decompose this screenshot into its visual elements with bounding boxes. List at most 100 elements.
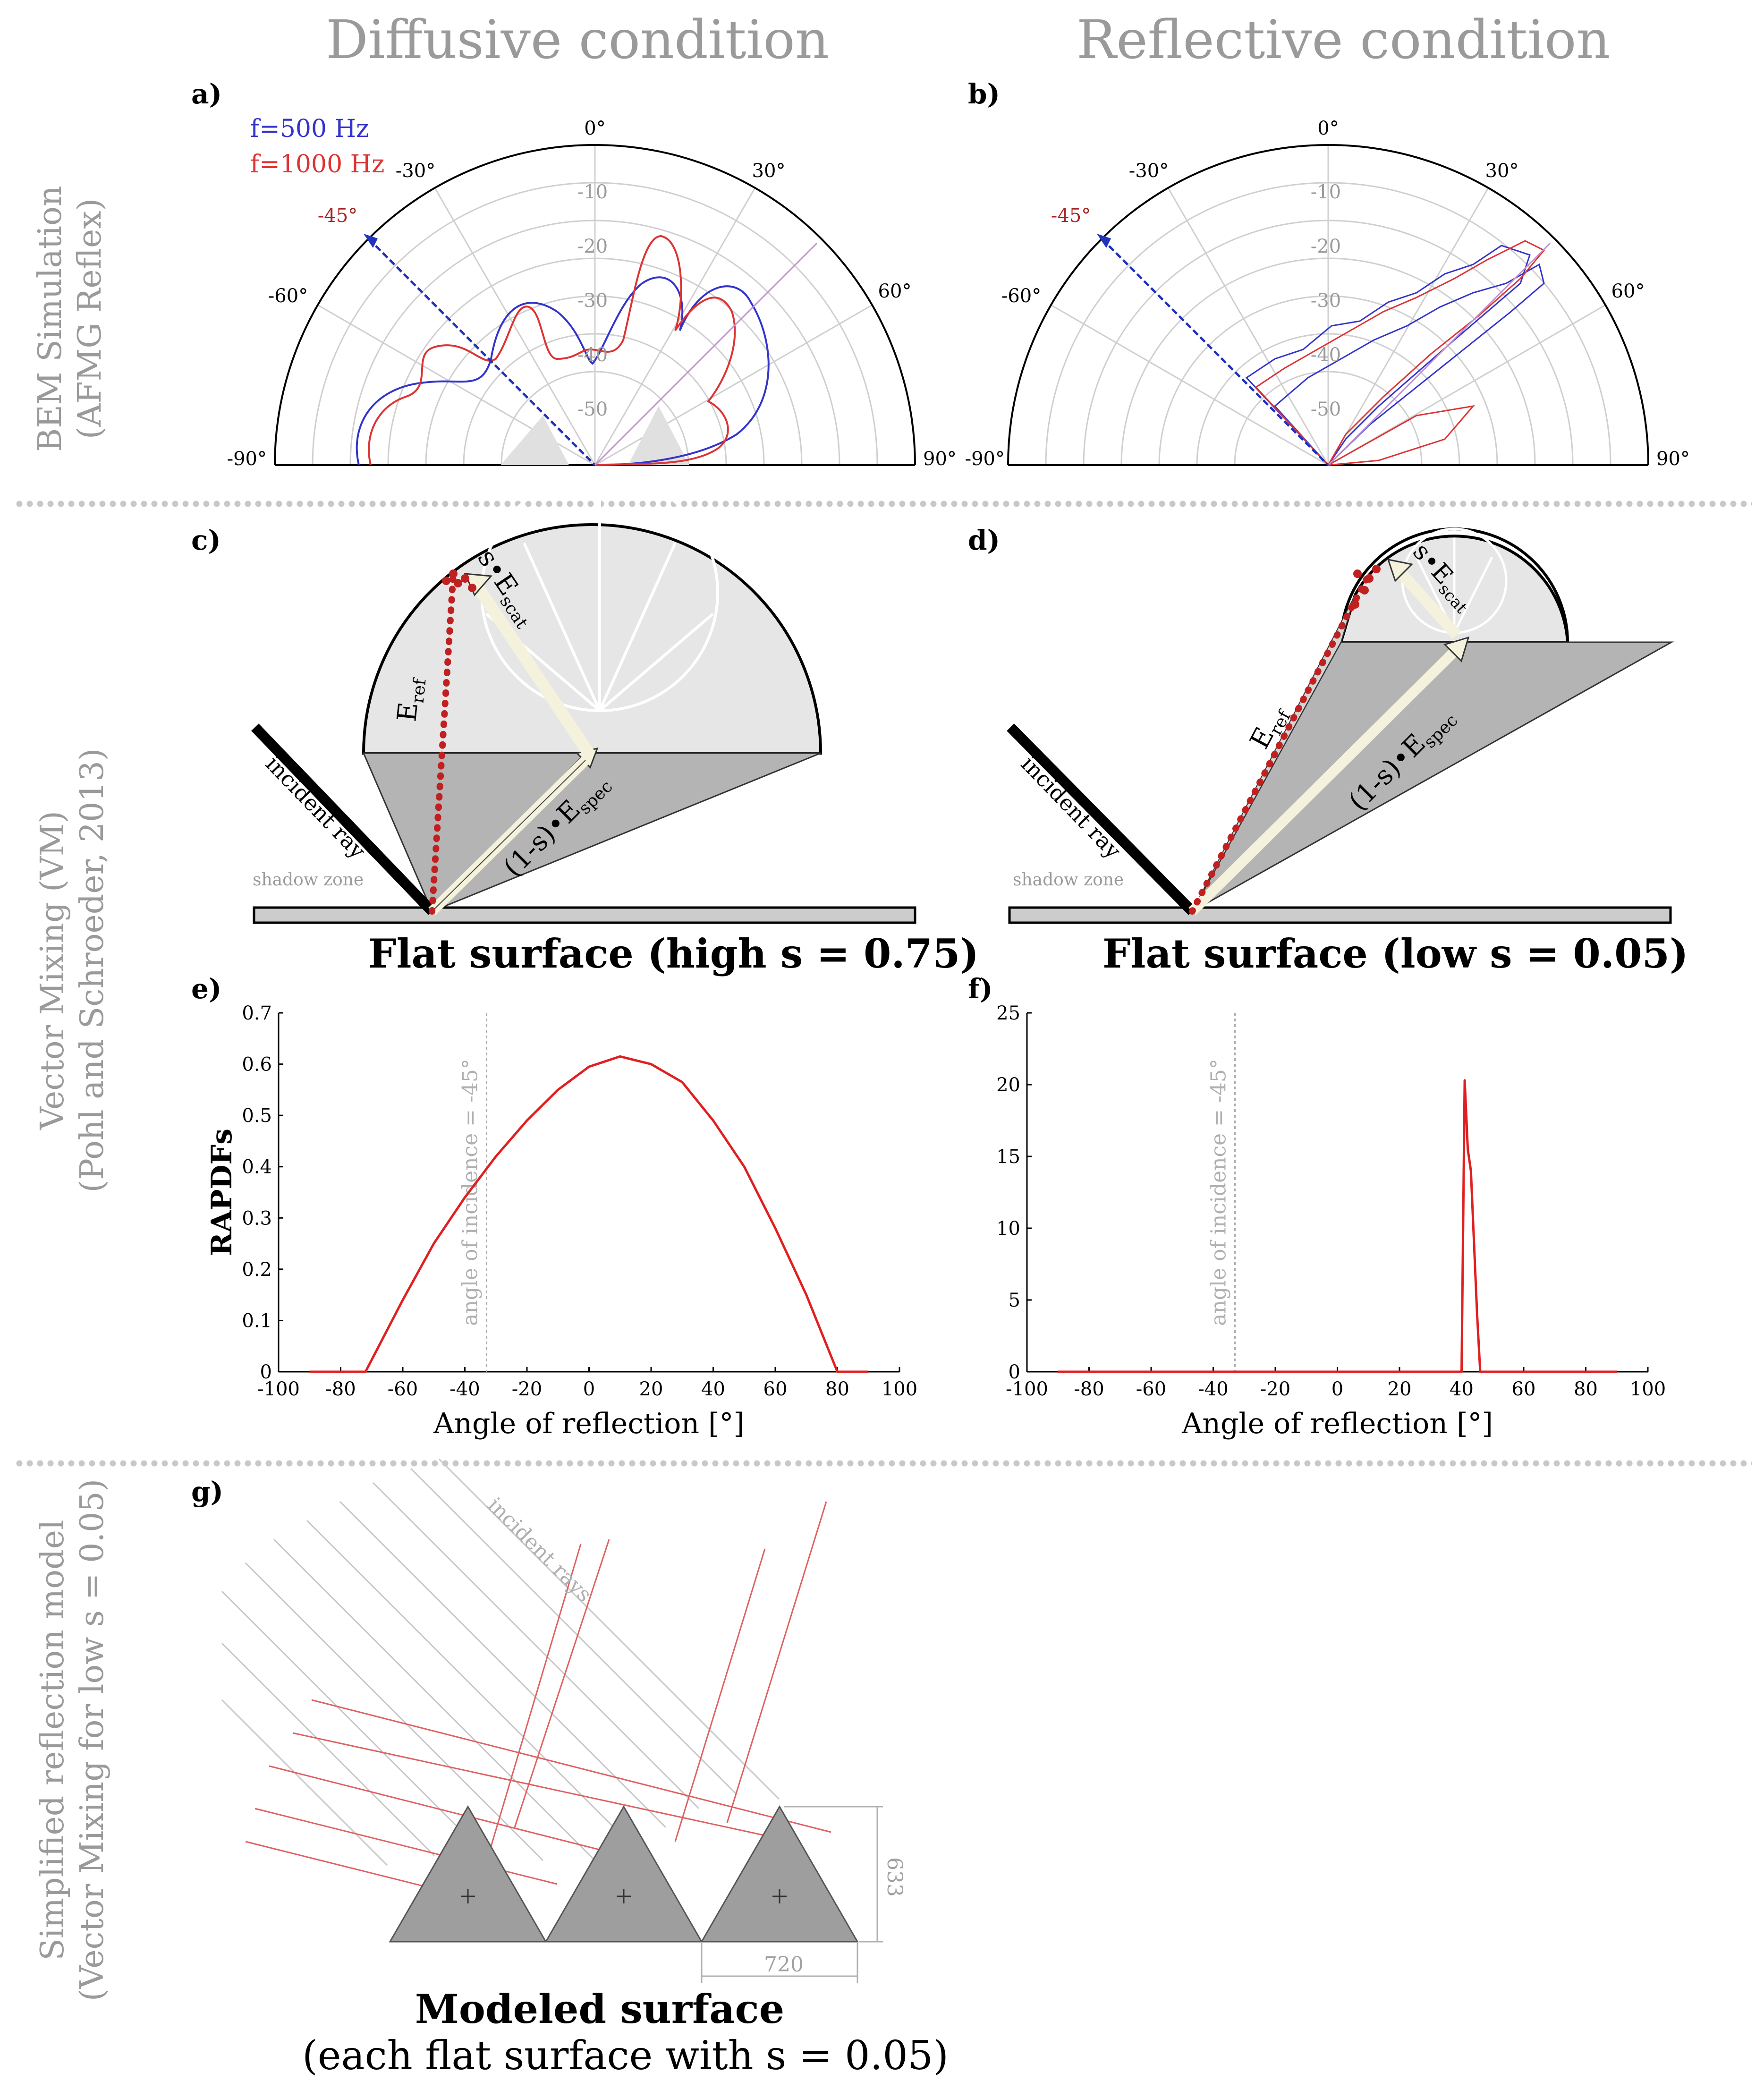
panel-label-f: f) — [968, 973, 993, 1005]
y-tick-label: 0.4 — [242, 1156, 272, 1178]
triangle-centers — [461, 1889, 787, 1903]
panel-label-b: b) — [968, 78, 1000, 110]
chart-f: -100 -80 -60 -40 -20 0 20 40 60 80 100 0 5 10 15 20 25 an… — [996, 1002, 1666, 1440]
chart-e: -100 -80 -60 -40 -20 0 20 40 60 80 100 0 0.1 0.2 0.3 0.… — [205, 1002, 917, 1440]
incidence-angle-annotation: angle of incidence = -45° — [458, 1059, 483, 1326]
y-tick-label: 5 — [1009, 1290, 1020, 1311]
triangle-1 — [389, 1805, 547, 1943]
shadow-shape — [500, 406, 689, 465]
column-heading-diffusive: Diffusive condition — [326, 9, 829, 71]
y-tick-label: 20 — [996, 1074, 1020, 1096]
x-tick-label: 60 — [763, 1378, 788, 1400]
eref-dot-cluster-b — [1351, 565, 1381, 609]
x-tick-label: 60 — [1512, 1378, 1536, 1400]
x-tick-label: -100 — [1006, 1378, 1048, 1400]
x-axis-label: Angle of reflection [°] — [1181, 1407, 1493, 1440]
y-tick-label: 0 — [1009, 1361, 1020, 1383]
polar-b-angle-90: 90° — [1656, 448, 1690, 470]
y-tick-label: 0.5 — [242, 1105, 272, 1127]
polar-ring-30: -30 — [577, 290, 608, 312]
y-tick-label: 0.3 — [242, 1207, 272, 1229]
polar-b-ring-10: -10 — [1311, 181, 1341, 203]
caption-modeled-line1: Modeled surface — [415, 1986, 785, 2032]
polar-incidence-label: -45° — [318, 205, 357, 227]
y-tick-label: 10 — [996, 1218, 1020, 1240]
separator-bottom — [14, 1460, 1752, 1467]
scat-arrow-shaft — [472, 582, 595, 759]
eref-label: Eref — [391, 675, 430, 723]
series-line — [1058, 1079, 1617, 1373]
reflected-rays-up — [490, 1501, 827, 1847]
caption-low-s: Flat surface (low s = 0.05) — [1102, 930, 1688, 977]
polar-curve-500hz — [356, 276, 770, 466]
x-tick-label: 100 — [882, 1378, 917, 1400]
polar-ring-20: -20 — [577, 236, 608, 257]
polar-angle-neg30: -30° — [396, 160, 435, 182]
x-tick-label: 40 — [701, 1378, 725, 1400]
polar-b-ring-40: -40 — [1311, 344, 1341, 366]
x-tick-label: 80 — [825, 1378, 849, 1400]
x-tick-label: 80 — [1574, 1378, 1598, 1400]
x-tick-label: -80 — [1074, 1378, 1104, 1400]
x-tick-label: 0 — [583, 1378, 595, 1400]
polar-b-ring-50: -50 — [1311, 399, 1341, 420]
incidence-line — [368, 238, 596, 466]
eref-dotted-line-b — [1189, 570, 1373, 915]
polar-angle-30: 30° — [752, 160, 786, 182]
y-tick-label: 25 — [996, 1002, 1020, 1024]
polar-outer-arc — [274, 144, 916, 466]
spec-arrowhead-b — [1443, 636, 1470, 663]
rapdf-charts: -100 -80 -60 -40 -20 0 20 40 60 80 10000.10.20.30.… — [205, 1002, 1666, 1440]
incidence-line-b — [1101, 238, 1329, 466]
incident-rays-lines — [221, 1458, 780, 1866]
incidence-arrowhead-b — [1097, 234, 1111, 248]
incident-ray-bar-b — [1007, 723, 1196, 915]
incident-ray-bar — [251, 723, 436, 915]
x-tick-label: 20 — [639, 1378, 663, 1400]
spec-arrow-outline — [432, 760, 586, 912]
y-tick-label: 0 — [260, 1361, 272, 1383]
polar-b-ring-30: -30 — [1311, 290, 1341, 312]
panel-label-a: a) — [191, 78, 222, 110]
reflected-rays-shallow — [245, 1699, 831, 1890]
polar-b-angle-neg30: -30° — [1129, 160, 1169, 182]
eref-dotted-line — [429, 570, 457, 915]
dimension-lines — [701, 1806, 883, 1983]
polar-curve-1000hz — [368, 235, 736, 466]
x-tick-label: -60 — [1136, 1378, 1166, 1400]
x-tick-label: 20 — [1388, 1378, 1412, 1400]
triangle-2 — [544, 1805, 703, 1943]
x-tick-label: -20 — [1260, 1378, 1290, 1400]
polar-plot-diffusive: 0° 30° 60° 90° -30° -60° -90° -45° -10 -… — [227, 115, 957, 470]
vector-mixing-low-s: incident ray shadow zone Eref s•Escat (1… — [1007, 527, 1674, 924]
polar-lobes-1000hz — [1255, 240, 1545, 467]
specular-line-b — [1327, 242, 1551, 466]
polar-ring-10: -10 — [577, 181, 608, 203]
shadow-zone-label: shadow zone — [253, 870, 364, 890]
x-tick-label: -40 — [449, 1378, 480, 1400]
polar-b-incidence-label: -45° — [1051, 205, 1091, 227]
polar-angle-neg90: -90° — [227, 448, 267, 470]
dimension-height-label: 633 — [882, 1857, 907, 1897]
panel-label-d: d) — [968, 524, 1000, 556]
caption-high-s: Flat surface (high s = 0.75) — [368, 930, 979, 977]
y-tick-label: 0.2 — [242, 1259, 272, 1281]
incidence-angle-annotation: angle of incidence = -45° — [1207, 1059, 1231, 1326]
polar-ring-40: -40 — [577, 344, 608, 366]
polar-angle-90: 90° — [923, 448, 957, 470]
flat-surface — [253, 906, 916, 924]
x-tick-label: 100 — [1630, 1378, 1666, 1400]
caption-modeled-line2: (each flat surface with s = 0.05) — [302, 2032, 949, 2079]
flat-surface-b — [1008, 906, 1672, 924]
spec-arrow-shaft-b — [1188, 646, 1460, 915]
separator-top — [14, 501, 1752, 507]
scat-arrowhead — [464, 573, 493, 596]
panel-label-g: g) — [191, 1476, 223, 1508]
x-tick-label: 40 — [1450, 1378, 1474, 1400]
polar-b-angle-0: 0° — [1317, 118, 1339, 139]
x-tick-label: -80 — [325, 1378, 356, 1400]
polar-b-angle-60: 60° — [1611, 280, 1645, 302]
legend-1000hz: f=1000 Hz — [250, 150, 384, 178]
shadow-zone-label-b: shadow zone — [1013, 870, 1124, 890]
